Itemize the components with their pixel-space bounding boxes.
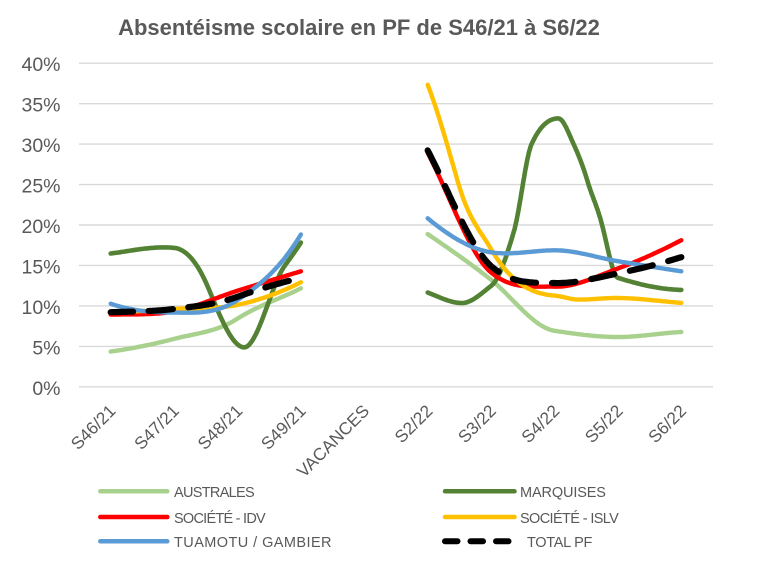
svg-text:SOCIÉTÉ - ISLV: SOCIÉTÉ - ISLV	[520, 510, 619, 527]
svg-text:10%: 10%	[21, 297, 60, 319]
svg-text:30%: 30%	[21, 135, 60, 157]
svg-text:5%: 5%	[32, 337, 60, 359]
svg-text:TUAMOTU / GAMBIER: TUAMOTU / GAMBIER	[174, 535, 332, 551]
svg-text:25%: 25%	[21, 176, 60, 198]
svg-text:Absentéisme scolaire en PF de: Absentéisme scolaire en PF de S46/21 à S…	[118, 15, 600, 40]
svg-text:15%: 15%	[21, 256, 60, 278]
svg-text:MARQUISES: MARQUISES	[520, 485, 606, 501]
svg-text:20%: 20%	[21, 216, 60, 238]
svg-text:SOCIÉTÉ - IDV: SOCIÉTÉ - IDV	[174, 510, 266, 527]
svg-text:35%: 35%	[21, 95, 60, 117]
svg-text:40%: 40%	[21, 54, 60, 76]
svg-text:TOTAL PF: TOTAL PF	[527, 535, 592, 551]
svg-text:AUSTRALES: AUSTRALES	[174, 485, 254, 501]
svg-text:0%: 0%	[32, 378, 60, 400]
